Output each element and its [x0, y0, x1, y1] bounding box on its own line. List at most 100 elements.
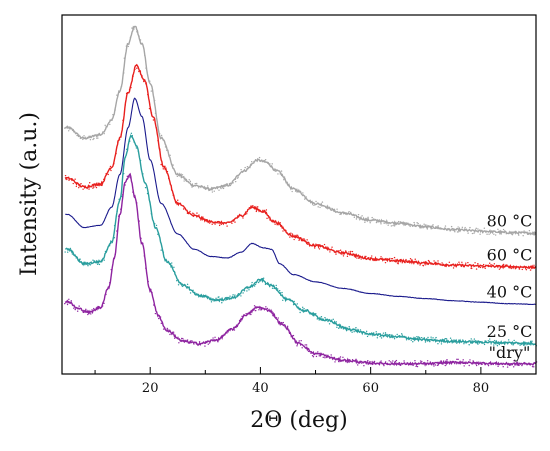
data-point: [465, 262, 467, 264]
data-point: [464, 226, 466, 229]
data-point: [113, 257, 115, 259]
data-point: [253, 208, 256, 210]
data-point: [266, 217, 268, 220]
data-point: [502, 228, 505, 231]
data-point: [176, 280, 178, 282]
data-point: [191, 186, 193, 188]
data-point: [277, 288, 279, 290]
data-point: [409, 258, 412, 260]
data-point: [207, 220, 209, 223]
data-point: [179, 283, 182, 285]
data-point: [147, 93, 149, 96]
data-point: [425, 364, 428, 366]
data-point: [510, 364, 512, 366]
data-point: [321, 246, 324, 248]
data-point: [527, 345, 529, 348]
data-point: [228, 221, 230, 223]
data-point: [519, 344, 521, 346]
data-point: [90, 313, 92, 315]
data-point: [139, 159, 142, 162]
data-point: [357, 213, 360, 216]
data-point: [262, 209, 264, 212]
data-point: [257, 158, 259, 161]
data-point: [489, 338, 491, 340]
data-point: [196, 182, 198, 185]
data-point: [149, 201, 151, 203]
data-point: [418, 337, 421, 339]
data-point: [168, 263, 171, 265]
data-point: [308, 245, 311, 247]
data-point: [432, 224, 434, 226]
data-point: [66, 303, 69, 306]
data-point: [497, 230, 500, 233]
data-point: [416, 365, 419, 368]
x-tick-label: 20: [142, 381, 159, 396]
data-point: [226, 183, 228, 185]
data-point: [460, 341, 463, 343]
data-point: [311, 354, 314, 357]
data-point: [459, 360, 461, 363]
data-point: [269, 219, 271, 221]
data-point: [430, 363, 433, 366]
data-point: [248, 166, 250, 169]
data-point: [483, 227, 486, 229]
data-point: [234, 294, 236, 296]
data-point: [516, 342, 518, 344]
data-point: [487, 364, 490, 367]
x-tick-label: 80: [473, 381, 490, 396]
data-point: [357, 364, 359, 366]
series-label: 60 °C: [487, 246, 533, 265]
data-point: [146, 192, 149, 195]
data-point: [391, 258, 394, 260]
data-point: [145, 67, 147, 69]
data-point: [258, 156, 261, 159]
data-point: [269, 285, 271, 288]
data-point: [490, 343, 492, 345]
data-point: [152, 119, 155, 121]
data-point: [185, 180, 188, 182]
data-point: [97, 137, 99, 139]
data-point: [140, 237, 142, 239]
data-point: [438, 340, 441, 343]
data-point: [244, 213, 246, 216]
data-point: [144, 182, 146, 184]
data-point: [329, 251, 331, 253]
data-point: [290, 187, 292, 189]
data-point: [405, 258, 407, 261]
data-point: [136, 31, 138, 33]
data-point: [355, 358, 357, 361]
data-point: [373, 259, 375, 262]
data-point: [407, 260, 409, 262]
data-point: [516, 364, 518, 366]
data-point: [225, 299, 227, 301]
data-point: [236, 217, 238, 219]
data-point: [497, 365, 499, 368]
data-point: [417, 222, 419, 225]
data-point: [388, 222, 390, 224]
data-point: [362, 331, 364, 334]
data-point: [472, 362, 475, 364]
data-point: [122, 172, 125, 175]
data-point: [379, 335, 381, 338]
data-point: [364, 221, 366, 224]
data-point: [524, 231, 527, 233]
data-point: [170, 189, 173, 191]
data-point: [286, 325, 289, 328]
data-point: [64, 302, 66, 305]
data-point: [470, 338, 472, 340]
series-layer: [64, 25, 538, 368]
data-point: [82, 188, 84, 190]
data-point: [415, 260, 418, 263]
data-point: [291, 190, 293, 193]
data-point: [420, 336, 423, 339]
data-point: [494, 362, 497, 364]
data-point: [138, 70, 140, 73]
data-point: [299, 311, 301, 314]
data-point: [169, 333, 171, 336]
data-point: [387, 224, 389, 226]
data-point: [463, 343, 465, 345]
data-point: [240, 168, 242, 171]
data-point: [174, 173, 177, 175]
data-point: [484, 340, 486, 342]
data-point: [523, 361, 525, 364]
